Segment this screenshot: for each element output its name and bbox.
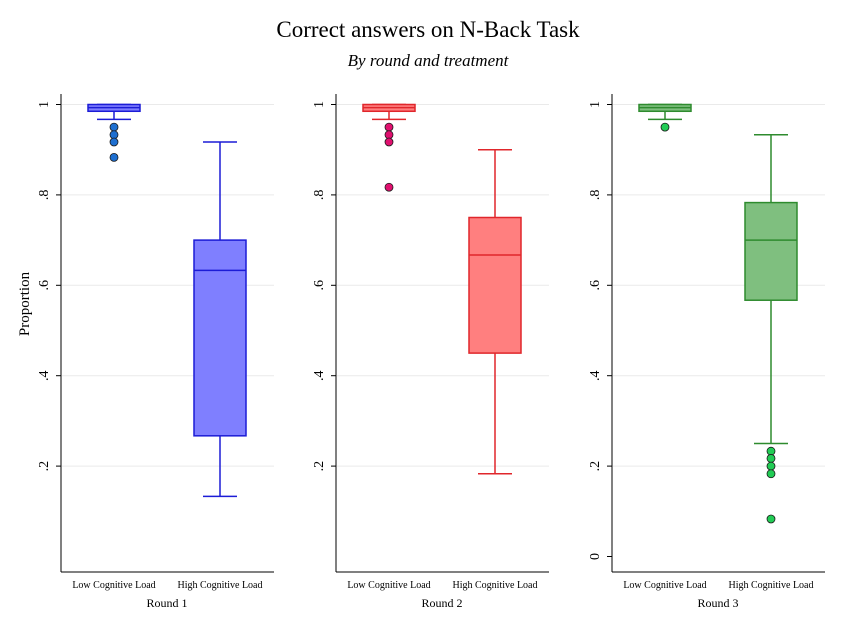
outlier-point <box>109 152 119 162</box>
y-tick-label: .6 <box>312 280 327 291</box>
outlier-point <box>766 514 776 524</box>
outlier-point <box>766 461 776 471</box>
chart-subtitle: By round and treatment <box>348 51 510 70</box>
box-iqr <box>744 201 798 301</box>
outlier-point <box>109 130 119 140</box>
panel-2: .2 .4 .6 .8 1 Low Cognitive Load High Cognitiv… <box>312 94 549 610</box>
outlier-point <box>660 122 670 132</box>
x-category-label: High Cognitive Load <box>178 580 263 591</box>
outlier-point <box>766 446 776 456</box>
panel-label: Round 2 <box>421 596 462 610</box>
box-low-load <box>362 103 416 192</box>
outlier-point <box>109 137 119 147</box>
y-tick-label: 1 <box>312 101 327 108</box>
outlier-point <box>384 137 394 147</box>
panel-1: .2 .4 .6 .8 1 Low Cognitive Load High Cognitiv… <box>37 94 274 610</box>
chart-title: Correct answers on N-Back Task <box>276 17 580 42</box>
x-category-label: Low Cognitive Load <box>347 580 430 591</box>
y-tick-label: 0 <box>588 553 603 560</box>
y-tick-label: .8 <box>312 190 327 201</box>
outlier-point <box>384 130 394 140</box>
x-category-label: Low Cognitive Load <box>623 580 706 591</box>
panel-3: 0 .2 .4 .6 .8 1 Low Cognitive Load High Cogniti… <box>588 94 825 610</box>
box-low-load <box>638 103 692 132</box>
y-tick-label: 1 <box>588 101 603 108</box>
y-axis-label: Proportion <box>17 271 33 336</box>
y-tick-label: .4 <box>37 370 52 381</box>
outlier-point <box>766 469 776 479</box>
y-tick-label: .2 <box>588 461 603 472</box>
x-category-label: High Cognitive Load <box>729 580 814 591</box>
panels: .2 .4 .6 .8 1 Low Cognitive Load High Cognitiv… <box>37 94 825 610</box>
box-high-load <box>193 141 247 498</box>
box-high-load <box>744 134 798 524</box>
outlier-point <box>109 122 119 132</box>
outlier-point <box>384 122 394 132</box>
box-iqr <box>193 239 247 437</box>
y-tick-label: .6 <box>588 280 603 291</box>
outlier-point <box>384 182 394 192</box>
x-category-label: High Cognitive Load <box>453 580 538 591</box>
panel-label: Round 1 <box>146 596 187 610</box>
y-tick-label: 1 <box>37 101 52 108</box>
y-tick-label: .6 <box>37 280 52 291</box>
y-tick-label: .8 <box>588 190 603 201</box>
box-low-load <box>87 103 141 162</box>
panel-label: Round 3 <box>697 596 738 610</box>
outlier-point <box>766 454 776 463</box>
y-tick-label: .4 <box>588 370 603 381</box>
y-tick-label: .2 <box>312 461 327 472</box>
y-tick-label: .4 <box>312 370 327 381</box>
x-category-label: Low Cognitive Load <box>72 580 155 591</box>
box-high-load <box>468 148 522 475</box>
box-iqr <box>468 216 522 354</box>
y-tick-label: .8 <box>37 190 52 201</box>
y-tick-label: .2 <box>37 461 52 472</box>
